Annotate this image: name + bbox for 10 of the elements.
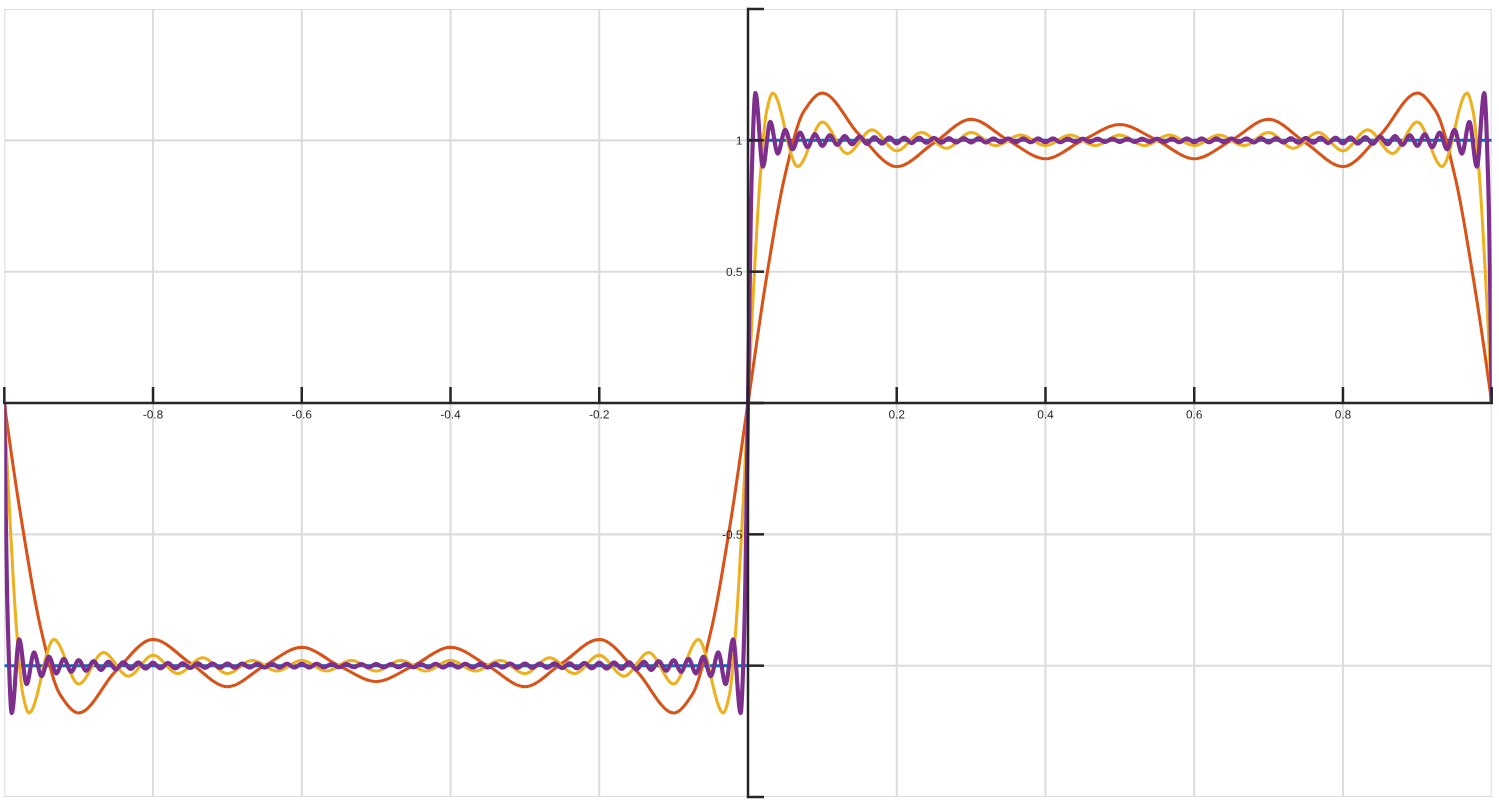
x-tick-label: 0.4 bbox=[1037, 410, 1054, 419]
x-tick-label: -0.6 bbox=[292, 410, 312, 419]
x-tick-label: -0.8 bbox=[143, 410, 163, 419]
x-tick-label: 0.6 bbox=[1186, 410, 1202, 419]
x-tick-label: -0.2 bbox=[589, 410, 609, 419]
y-tick-label: 1 bbox=[736, 136, 742, 145]
x-tick-label: 0.2 bbox=[889, 410, 905, 419]
x-tick-label: -0.4 bbox=[440, 410, 461, 419]
x-tick-label: 0.8 bbox=[1335, 410, 1351, 419]
y-tick-label: 0.5 bbox=[726, 267, 742, 277]
